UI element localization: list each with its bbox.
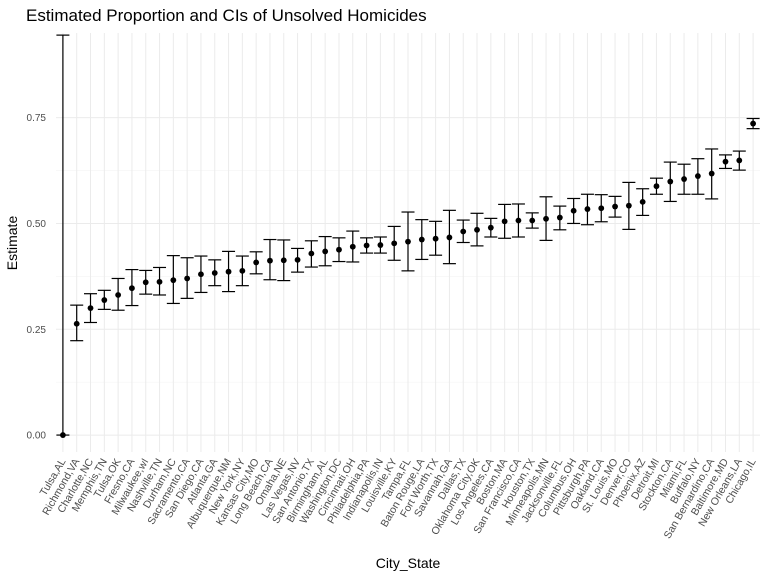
estimate-point <box>170 277 177 284</box>
estimate-point <box>750 120 756 127</box>
estimate-point <box>667 178 674 185</box>
estimate-point <box>129 285 135 292</box>
chart-title: Estimated Proportion and CIs of Unsolved… <box>26 6 427 25</box>
estimate-point <box>405 238 411 245</box>
estimate-point <box>225 268 232 275</box>
estimate-point <box>653 183 660 190</box>
estimate-point <box>267 257 273 264</box>
estimate-point <box>294 256 301 263</box>
estimate-point <box>501 218 508 225</box>
estimate-point <box>308 250 315 257</box>
estimate-point <box>529 217 536 224</box>
y-tick-label: 0.75 <box>27 113 47 124</box>
estimate-point <box>280 257 287 264</box>
estimate-point <box>625 202 632 209</box>
estimate-point <box>87 305 94 312</box>
estimate-point <box>556 214 563 221</box>
estimate-point <box>349 243 356 250</box>
estimate-point <box>584 206 591 212</box>
x-axis-title: City_State <box>376 555 441 571</box>
estimate-point <box>253 259 260 266</box>
estimate-point <box>377 242 384 248</box>
estimate-point <box>612 203 618 210</box>
estimate-point <box>184 275 191 282</box>
data-marks <box>56 34 760 438</box>
estimate-point <box>363 242 370 249</box>
estimate-point <box>115 292 122 298</box>
estimate-point <box>239 267 246 274</box>
estimate-point <box>101 297 108 303</box>
estimate-point <box>515 217 522 224</box>
estimate-point <box>708 170 715 177</box>
estimate-point <box>681 176 687 182</box>
y-tick-label: 0.00 <box>27 431 47 442</box>
estimate-point <box>142 279 149 286</box>
estimate-point <box>322 248 329 255</box>
estimate-point <box>432 235 439 242</box>
y-axis-ticks: 0.00 0.25 0.50 0.75 <box>27 113 47 441</box>
estimate-point <box>736 157 743 164</box>
grid-lines <box>56 33 760 452</box>
estimate-point <box>336 246 342 253</box>
estimate-point <box>73 320 80 327</box>
y-tick-label: 0.25 <box>27 325 47 336</box>
y-tick-label: 0.50 <box>27 219 47 230</box>
estimate-point <box>487 224 494 231</box>
estimate-point <box>543 215 549 222</box>
estimate-point <box>446 234 453 241</box>
y-axis-title: Estimate <box>4 216 20 271</box>
estimate-point <box>60 432 66 438</box>
estimate-point <box>570 207 577 214</box>
estimate-point <box>722 158 729 165</box>
estimate-point <box>156 278 163 285</box>
estimate-point <box>211 270 218 276</box>
estimate-point <box>460 228 467 235</box>
estimate-point <box>474 226 480 233</box>
estimate-point <box>418 236 425 243</box>
estimate-point <box>598 205 605 212</box>
estimate-point <box>639 198 646 205</box>
estimate-point <box>391 240 398 247</box>
estimate-point <box>198 271 204 278</box>
estimate-point <box>694 173 701 179</box>
